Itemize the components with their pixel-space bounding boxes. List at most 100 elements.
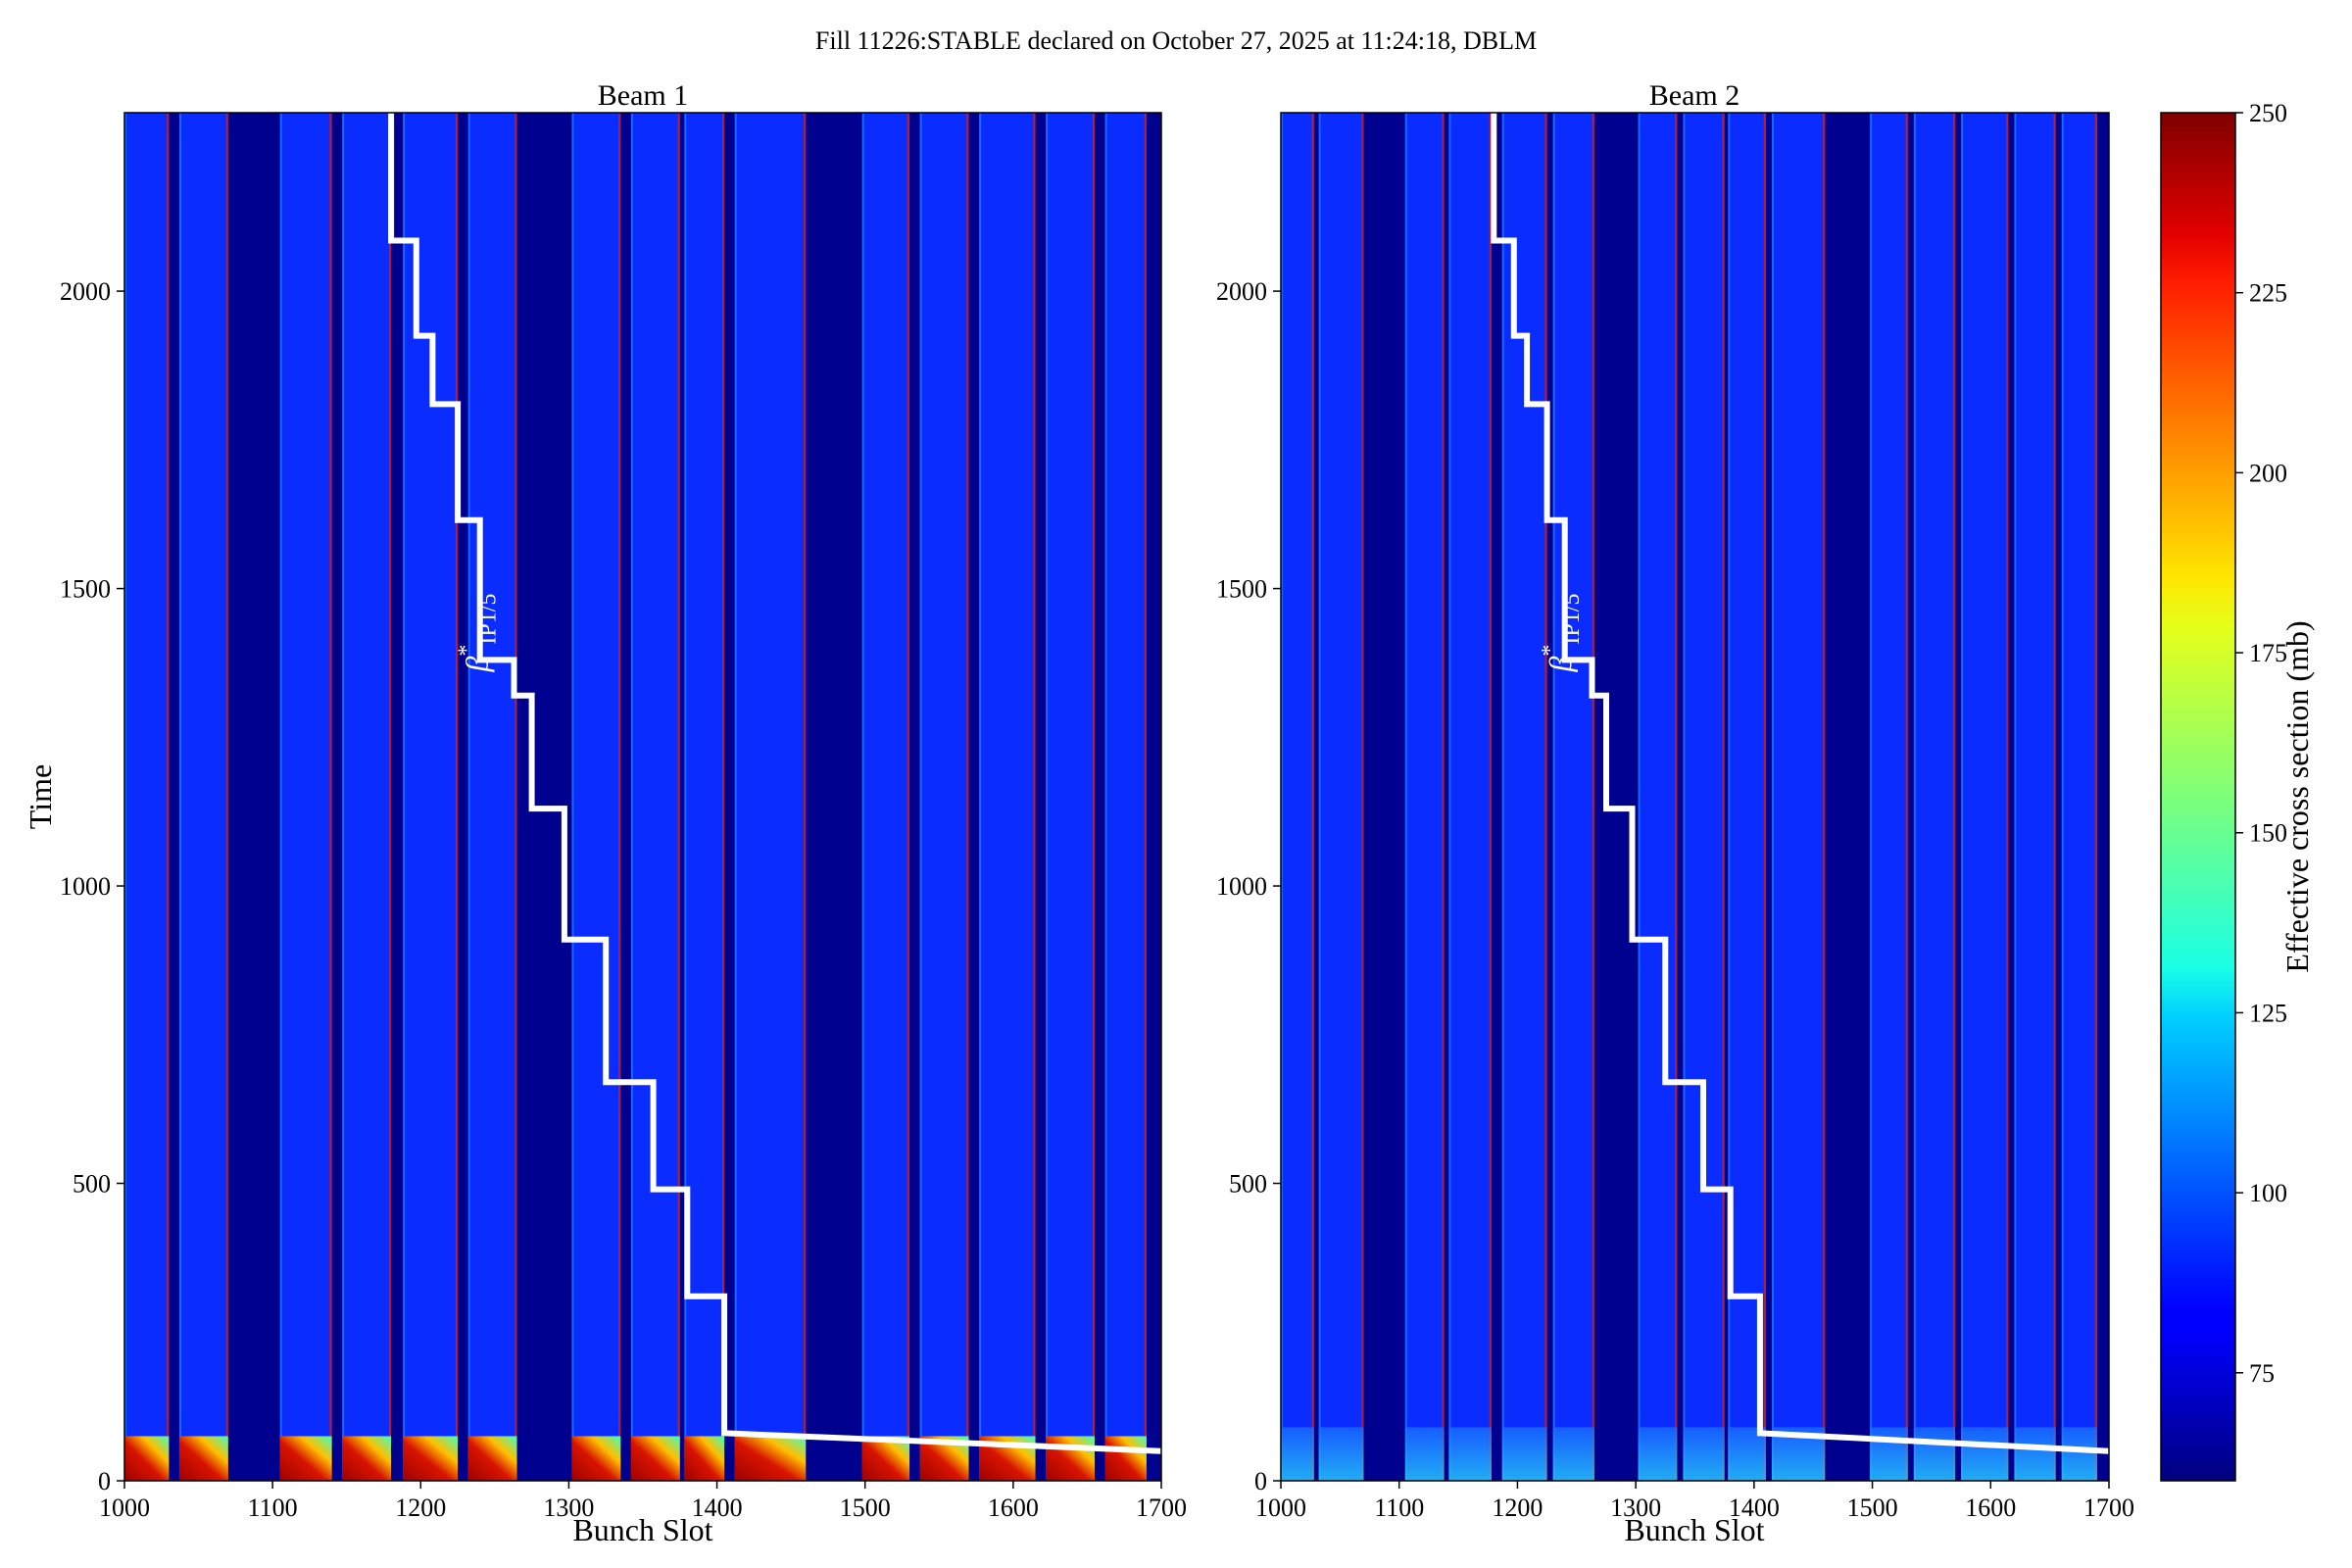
colorbar-tick-label: 250 <box>2249 99 2287 127</box>
b1-lowtime-cell-13 <box>1046 1436 1095 1481</box>
b1-bunch-train-lead-2 <box>279 113 282 1481</box>
b2-bunch-train-3 <box>1448 113 1492 1481</box>
b1-xtick-label: 1100 <box>248 1494 298 1522</box>
b1-xtick-label: 1600 <box>988 1494 1039 1522</box>
b1-xtick-label: 1000 <box>99 1494 150 1522</box>
b2-bunch-train-edge-5 <box>1592 113 1594 1481</box>
b1-bunch-train-edge-6 <box>618 113 621 1481</box>
b2-bunch-train-14 <box>2061 113 2097 1481</box>
b2-xtick-label: 1400 <box>1729 1494 1780 1522</box>
b2-xtick-label: 1100 <box>1374 1494 1424 1522</box>
b1-lowtime-cell-14 <box>1104 1436 1147 1481</box>
b1-bunch-train-lead-1 <box>178 113 181 1481</box>
b2-bunch-train-edge-7 <box>1722 113 1725 1481</box>
figure-suptitle: Fill 11226:STABLE declared on October 27… <box>815 26 1537 55</box>
b2-bunch-train-4 <box>1501 113 1547 1481</box>
b2-bunch-train-lead-3 <box>1448 113 1451 1481</box>
b1-bunch-train-edge-3 <box>388 113 392 1481</box>
colorbar-tick-label: 200 <box>2249 459 2287 487</box>
b1-bunch-train-edge-4 <box>455 113 459 1481</box>
b1-bunch-train-2 <box>279 113 332 1481</box>
b2-xtick-label: 1200 <box>1492 1494 1543 1522</box>
b1-bunch-train-5 <box>467 113 517 1481</box>
beam2-lowtime-band <box>1281 1427 2097 1481</box>
b2-bunch-train-edge-3 <box>1489 113 1492 1481</box>
beam2-beta-symbol: β <box>1543 657 1578 673</box>
b1-bunch-train-lead-6 <box>571 113 574 1481</box>
colorbar-tick-label: 100 <box>2249 1179 2287 1207</box>
b2-bunch-train-6 <box>1638 113 1678 1481</box>
b2-lowtime-cell-13 <box>2014 1427 2056 1481</box>
b2-bunch-train-lead-6 <box>1638 113 1641 1481</box>
b1-bunch-train-edge-11 <box>966 113 969 1481</box>
b1-lowtime-cell-4 <box>403 1436 459 1481</box>
beam1-beta-star-curve <box>388 113 1162 1454</box>
b1-bunch-train-edge-1 <box>225 113 228 1481</box>
b2-bunch-train-10 <box>1870 113 1908 1481</box>
beam2-heatmap-cells <box>1281 113 2097 1481</box>
b1-lowtime-cell-6 <box>571 1436 621 1481</box>
beam1-xlabel: Bunch Slot <box>572 1512 712 1547</box>
b2-lowtime-cell-3 <box>1448 1427 1492 1481</box>
b2-lowtime-cell-4 <box>1501 1427 1547 1481</box>
b1-lowtime-cell-1 <box>178 1436 228 1481</box>
b1-bunch-train-edge-14 <box>1144 113 1147 1481</box>
beam1-lowtime-band <box>124 1436 1147 1481</box>
b1-bunch-train-14 <box>1104 113 1147 1481</box>
b2-bunch-train-lead-11 <box>1913 113 1916 1481</box>
b1-lowtime-cell-7 <box>630 1436 680 1481</box>
b1-bunch-train-lead-0 <box>124 113 126 1481</box>
b2-bunch-train-lead-9 <box>1771 113 1774 1481</box>
b2-bunch-train-edge-11 <box>1952 113 1956 1481</box>
beam1-y-axis: 0 500 1000 1500 2000 <box>60 277 124 1495</box>
b1-lowtime-cell-8 <box>684 1436 725 1481</box>
b1-bunch-train-lead-4 <box>403 113 406 1481</box>
beam1-beta-subscript: IP1/5 <box>475 594 501 645</box>
b2-bunch-train-5 <box>1552 113 1594 1481</box>
b2-bunch-train-lead-0 <box>1281 113 1283 1481</box>
b1-lowtime-cell-2 <box>279 1436 332 1481</box>
b2-lowtime-cell-14 <box>2061 1427 2097 1481</box>
b1-bunch-train-lead-7 <box>630 113 633 1481</box>
b2-bunch-train-lead-4 <box>1501 113 1504 1481</box>
b2-ytick-label: 1000 <box>1216 872 1267 901</box>
colorbar-tick-label: 150 <box>2249 819 2287 848</box>
b2-lowtime-cell-8 <box>1728 1427 1766 1481</box>
colorbar-tick-label: 175 <box>2249 639 2287 667</box>
b1-bunch-train-edge-9 <box>804 113 807 1481</box>
b2-lowtime-cell-11 <box>1913 1427 1956 1481</box>
beam1-x-axis: 1000 1100 1200 1300 1400 1500 1600 1700 <box>99 1481 1187 1522</box>
b2-lowtime-cell-12 <box>1961 1427 2009 1481</box>
b1-bunch-train-edge-12 <box>1033 113 1036 1481</box>
beam2-xlabel: Bunch Slot <box>1624 1512 1764 1547</box>
b2-bunch-train-edge-4 <box>1544 113 1547 1481</box>
beam2-beta-star: * <box>1538 645 1563 657</box>
b2-bunch-train-9 <box>1771 113 1826 1481</box>
beam2-panel: β*IP1/5 Beam 2 1000 1100 1200 1300 1400 1500 1… <box>1216 79 2134 1547</box>
b1-bunch-train-lead-12 <box>979 113 982 1481</box>
b2-xtick-label: 1300 <box>1610 1494 1661 1522</box>
colorbar-tick-label: 75 <box>2249 1359 2275 1388</box>
b2-bunch-train-lead-7 <box>1683 113 1686 1481</box>
b2-lowtime-cell-0 <box>1281 1427 1314 1481</box>
beam2-beta-annotation: β*IP1/5 <box>1538 594 1585 673</box>
b2-bunch-train-lead-1 <box>1318 113 1321 1481</box>
b2-bunch-train-edge-9 <box>1823 113 1826 1481</box>
b1-lowtime-cell-0 <box>124 1436 170 1481</box>
b1-bunch-train-edge-10 <box>906 113 910 1481</box>
colorbar-label: Effective cross section (mb) <box>2279 620 2315 972</box>
b2-bunch-train-edge-1 <box>1361 113 1364 1481</box>
beam2-title: Beam 2 <box>1649 79 1740 112</box>
b2-lowtime-cell-2 <box>1404 1427 1445 1481</box>
b2-ytick-label: 500 <box>1229 1170 1267 1199</box>
b1-bunch-train-edge-13 <box>1092 113 1095 1481</box>
beam1-beta-annotation: β*IP1/5 <box>454 594 501 673</box>
b1-bunch-train-3 <box>342 113 392 1481</box>
b2-frame <box>1280 112 2110 1482</box>
b2-bunch-train-lead-12 <box>1961 113 1964 1481</box>
b1-frame <box>123 112 1162 1482</box>
b1-bunch-train-6 <box>571 113 621 1481</box>
beam1-heatmap-cells <box>124 113 1147 1481</box>
b2-ytick-label: 1500 <box>1216 575 1267 604</box>
b2-bunch-train-lead-5 <box>1552 113 1555 1481</box>
